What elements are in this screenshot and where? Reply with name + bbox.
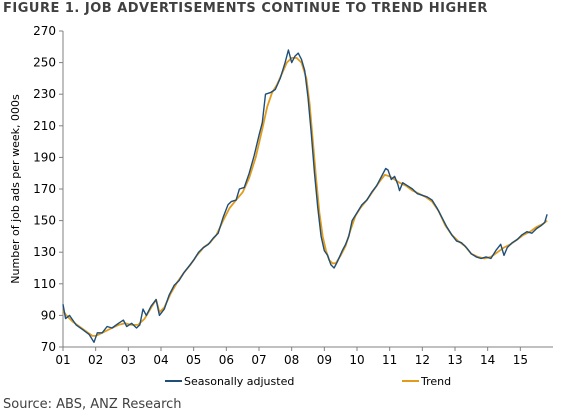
- y-axis-ticks: 70 90 110 130 150 170 190 210 230 250 270: [33, 24, 63, 354]
- x-tick-label: 07: [251, 353, 266, 367]
- source-note: Source: ABS, ANZ Research: [3, 397, 182, 412]
- plot-area: [62, 31, 553, 348]
- chart-title: FIGURE 1. JOB ADVERTISEMENTS CONTINUE TO…: [3, 1, 488, 16]
- series-line-trend: [62, 57, 548, 337]
- y-tick-label: 110: [33, 277, 56, 291]
- x-tick-label: 15: [513, 353, 528, 367]
- x-tick-label: 11: [382, 353, 397, 367]
- series-lines: [62, 49, 548, 343]
- x-tick-label: 06: [219, 353, 234, 367]
- x-tick-label: 03: [121, 353, 136, 367]
- series-line-seasonally-adjusted: [62, 49, 548, 343]
- y-tick-label: 150: [33, 214, 56, 228]
- y-tick-label: 170: [33, 182, 56, 196]
- y-tick-label: 250: [33, 56, 56, 70]
- legend: Seasonally adjusted Trend: [165, 375, 451, 388]
- x-tick-label: 10: [349, 353, 364, 367]
- y-tick-label: 90: [41, 308, 56, 322]
- y-axis-title: Number of job ads per week, 000s: [9, 94, 22, 284]
- x-tick-label: 05: [186, 353, 201, 367]
- y-tick-label: 230: [33, 87, 56, 101]
- y-tick-label: 70: [41, 340, 56, 354]
- x-tick-label: 12: [415, 353, 430, 367]
- y-tick-label: 190: [33, 150, 56, 164]
- x-tick-label: 08: [284, 353, 299, 367]
- y-tick-label: 130: [33, 245, 56, 259]
- x-tick-label: 13: [447, 353, 462, 367]
- x-tick-label: 14: [480, 353, 495, 367]
- x-tick-label: 01: [55, 353, 70, 367]
- y-tick-label: 210: [33, 119, 56, 133]
- y-tick-label: 270: [33, 24, 56, 38]
- legend-label-trend: Trend: [420, 375, 451, 388]
- x-tick-label: 04: [153, 353, 168, 367]
- legend-label-seasonally-adjusted: Seasonally adjusted: [184, 375, 294, 388]
- x-axis-ticks: 01 02 03 04 05 06 07 08 09 10 11 12 13 14 15: [55, 347, 528, 367]
- x-tick-label: 09: [317, 353, 332, 367]
- x-tick-label: 02: [88, 353, 103, 367]
